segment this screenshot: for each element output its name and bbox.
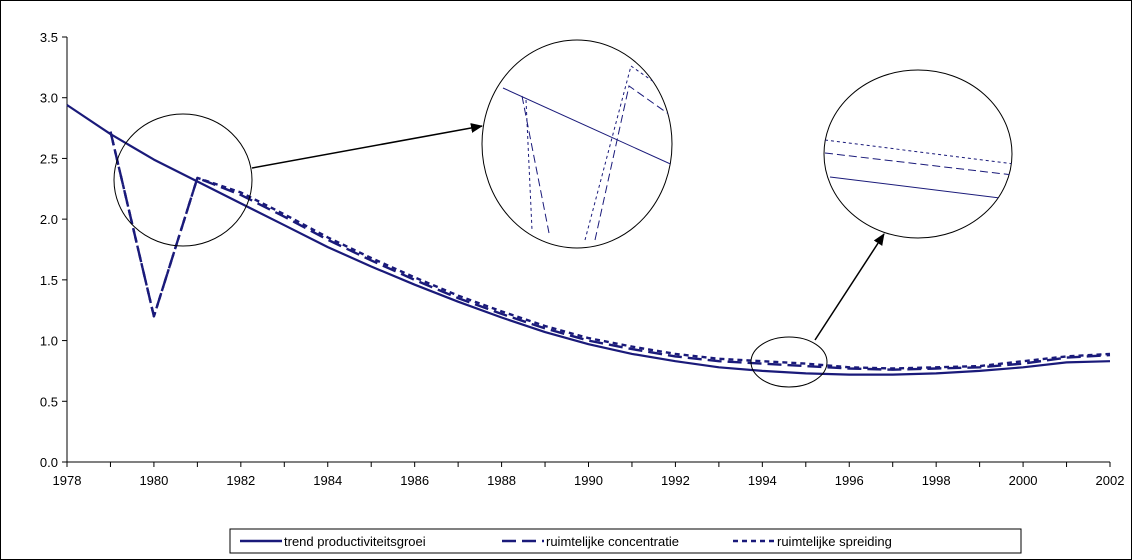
x-tick-label: 1996 [835,473,864,488]
series-line-1 [109,131,1111,371]
x-tick-label: 1994 [748,473,777,488]
y-tick-label: 1.5 [40,273,58,288]
y-tick-label: 3.0 [40,91,58,106]
legend-label-2: ruimtelijke spreiding [777,534,892,549]
x-tick-label: 2002 [1096,473,1125,488]
x-tick-label: 1980 [139,473,168,488]
x-tick-label: 1986 [400,473,429,488]
series-layer [66,104,1111,376]
y-tick-label: 2.5 [40,151,58,166]
zoom-inset-2-lines [824,139,1012,201]
y-tick-label: 0.0 [40,455,58,470]
y-tick-label: 2.0 [40,212,58,227]
x-tick-label: 1982 [226,473,255,488]
zoom-callouts [113,39,1013,388]
legend: trend productiviteitsgroei ruimtelijke co… [229,528,1022,554]
x-tick-label: 1992 [661,473,690,488]
x-tick-label: 2000 [1009,473,1038,488]
zoom-inset-1 [481,39,673,249]
x-tick-label: 1990 [574,473,603,488]
zoom-arrow-1 [251,123,483,169]
x-tick-label: 1984 [313,473,342,488]
y-tick-label: 0.5 [40,394,58,409]
legend-label-0: trend productiviteitsgroei [284,534,426,549]
zoom-region-1994 [750,336,828,388]
legend-label-1: ruimtelijke concentratie [546,534,679,549]
x-tick-label: 1998 [922,473,951,488]
zoom-inset-2 [823,69,1013,239]
inset-spreading-line [824,139,1012,167]
axes: 0.0 0.5 1.0 1.5 2.0 2.5 3.0 3.5 1978 1980 1982 1984… [40,30,1125,488]
inset-trend-line [829,176,1012,201]
y-tick-label: 1.0 [40,334,58,349]
zoom-region-1980 [113,113,253,247]
series-line-0 [66,104,1111,376]
x-tick-label: 1988 [487,473,516,488]
inset-concentration-line [824,152,1012,178]
zoom-arrow-2 [814,233,885,341]
inset-spreading-line-a [525,99,533,231]
x-tick-label: 1978 [53,473,82,488]
legend-box [229,528,1022,554]
inset-concentration-line-b [594,85,672,241]
inset-trend-line [502,87,672,168]
y-tick-label: 3.5 [40,30,58,45]
